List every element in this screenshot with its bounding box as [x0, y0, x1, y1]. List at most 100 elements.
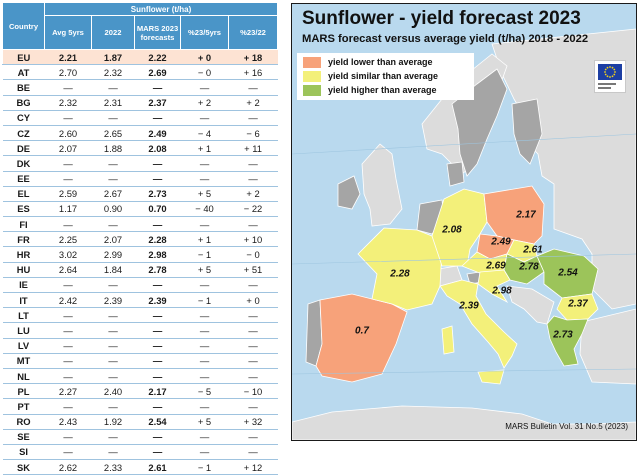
cell-2022: —: [91, 353, 135, 369]
cell-country: IT: [2, 292, 45, 309]
cell-forecast: 2.17: [134, 383, 181, 400]
cell-country: FI: [2, 216, 45, 233]
cell-pct-22: + 0: [228, 292, 278, 309]
table-row: LU — — — — —: [2, 322, 278, 339]
legend-label-higher: yield higher than average: [328, 85, 437, 95]
cell-country: PL: [2, 383, 45, 400]
table-row: IE — — — — —: [2, 277, 278, 294]
map-label-pl: 2.17: [516, 209, 536, 221]
eu-stars: [604, 66, 616, 78]
cell-avg5yrs: 2.59: [44, 186, 92, 202]
cell-2022: 2.32: [91, 64, 135, 81]
legend-swatch-higher: [303, 85, 321, 96]
sunflower-yield-table: Country Sunflower (t/ha) Avg 5yrs 2022 M…: [2, 2, 279, 475]
cell-forecast: 2.28: [134, 231, 181, 248]
cell-country: BG: [2, 95, 45, 111]
column-header-mars-2023: MARS 2023 forecasts: [134, 15, 181, 50]
cell-forecast: —: [134, 429, 181, 445]
cell-2022: 2.07: [91, 231, 135, 248]
group-header: Sunflower (t/ha): [43, 2, 279, 16]
cell-country: PT: [2, 398, 45, 415]
cell-country: EU: [2, 49, 45, 66]
cell-pct-22: − 10: [228, 383, 278, 400]
cell-avg5yrs: 2.25: [44, 231, 92, 248]
cell-pct-5yrs: —: [180, 79, 229, 96]
cell-pct-22: —: [228, 368, 278, 385]
table-row: RO 2.43 1.92 2.54 + 5 + 32: [2, 414, 278, 430]
map-label-ro: 2.54: [558, 267, 578, 279]
table-row: LV — — — — —: [2, 338, 278, 354]
cell-avg5yrs: —: [44, 79, 92, 96]
cell-forecast: 2.49: [134, 125, 181, 142]
cell-pct-22: + 10: [228, 231, 278, 248]
cell-pct-5yrs: + 5: [180, 262, 229, 278]
logo-text-line: [598, 87, 611, 89]
table-row: ES 1.17 0.90 0.70− 40− 22: [2, 201, 278, 218]
cell-forecast: —: [134, 110, 181, 126]
cell-forecast: —: [134, 338, 181, 354]
map-label-at: 2.69: [486, 260, 506, 272]
cell-pct-22: —: [228, 277, 278, 294]
table-row: CY — — — — —: [2, 110, 278, 126]
cell-pct-22: + 51: [228, 262, 278, 278]
graticule: [292, 133, 636, 375]
table-row: PT — — — — —: [2, 398, 278, 415]
cell-2022: —: [91, 368, 135, 385]
cell-forecast: —: [134, 368, 181, 385]
table-row: SK 2.62 2.33 2.61− 1 + 12: [2, 459, 278, 475]
cell-country: AT: [2, 64, 45, 81]
cell-avg5yrs: 2.27: [44, 383, 92, 400]
map-label-el: 2.73: [553, 329, 573, 341]
cell-pct-22: + 16: [228, 64, 278, 81]
table-row: MT — — — — —: [2, 353, 278, 369]
legend-swatch-similar: [303, 71, 321, 82]
cell-pct-22: —: [228, 353, 278, 369]
cell-forecast: 2.39: [134, 292, 181, 309]
table-row: HU 2.64 1.84 2.78 + 5 + 51: [2, 262, 278, 278]
land-eu-no-data-ireland: [337, 175, 361, 210]
table-row: DE 2.07 1.88 2.08 + 1 + 11: [2, 140, 278, 157]
cell-avg5yrs: —: [44, 429, 92, 445]
cell-pct-22: —: [228, 155, 278, 172]
cell-2022: —: [91, 79, 135, 96]
logo-text-line: [598, 83, 616, 85]
cell-country: LU: [2, 322, 45, 339]
cell-pct-22: —: [228, 307, 278, 324]
cell-avg5yrs: —: [44, 353, 92, 369]
table-row: PL 2.27 2.40 2.17− 5− 10: [2, 383, 278, 400]
cell-avg5yrs: —: [44, 368, 92, 385]
map-label-es: 0.7: [355, 325, 369, 337]
cell-country: BE: [2, 79, 45, 96]
table-row: HR 3.02 2.99 2.98− 1− 0: [2, 246, 278, 263]
map-legend: yield lower than average yield similar t…: [297, 53, 474, 100]
eu-flag-icon: [598, 64, 622, 80]
cell-pct-22: —: [228, 216, 278, 233]
cell-pct-5yrs: —: [180, 322, 229, 339]
cell-forecast: 0.70: [134, 201, 181, 218]
map-label-bg: 2.37: [568, 298, 588, 310]
cell-forecast: —: [134, 79, 181, 96]
country-el: [546, 315, 589, 367]
cell-pct-5yrs: + 1: [180, 231, 229, 248]
cell-pct-22: —: [228, 429, 278, 445]
cell-2022: —: [91, 322, 135, 339]
cell-2022: 2.39: [91, 292, 135, 309]
cell-avg5yrs: 2.64: [44, 262, 92, 278]
cell-2022: 1.84: [91, 262, 135, 278]
cell-2022: —: [91, 307, 135, 324]
cell-pct-22: + 18: [228, 49, 278, 66]
map-label-hr: 2.98: [492, 285, 512, 297]
cell-forecast: 2.78: [134, 262, 181, 278]
cell-2022: —: [91, 110, 135, 126]
cell-2022: 2.67: [91, 186, 135, 202]
cell-pct-5yrs: —: [180, 398, 229, 415]
table-row: IT 2.42 2.39 2.39− 1 + 0: [2, 292, 278, 309]
cell-pct-5yrs: —: [180, 368, 229, 385]
cell-forecast: 2.54: [134, 414, 181, 430]
cell-pct-22: —: [228, 322, 278, 339]
map-label-fr: 2.28: [390, 268, 410, 280]
cell-2022: 2.33: [91, 459, 135, 475]
cell-pct-22: —: [228, 398, 278, 415]
table-row: EU 2.21 1.87 2.22 + 0 + 18: [2, 49, 278, 66]
cell-2022: —: [91, 155, 135, 172]
